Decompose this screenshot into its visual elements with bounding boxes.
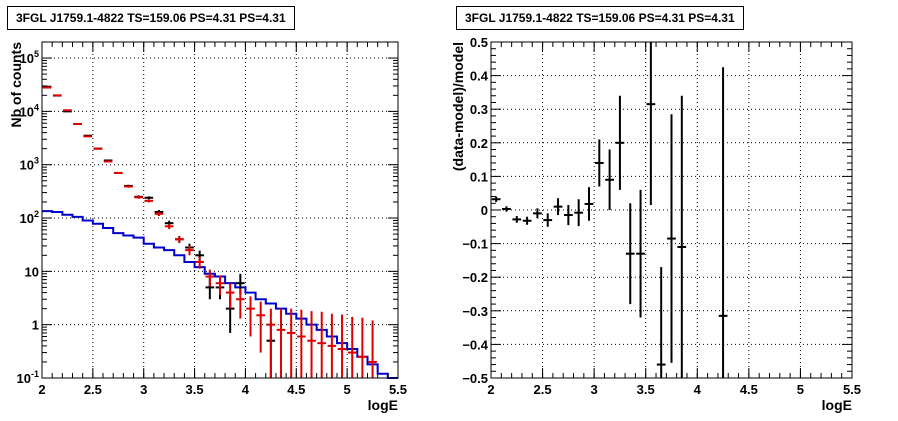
residual-plot-panel: 3FGL J1759.1-4822 TS=159.06 PS=4.31 PS=4… [449, 0, 898, 421]
x-tick-label: 4 [694, 382, 702, 397]
x-tick-label: 4.5 [287, 382, 305, 397]
data-series-2 [42, 86, 377, 378]
y-tick-label: 1 [32, 318, 39, 333]
y-tick-label: 105 [20, 49, 39, 66]
residual-plot: 2 2.5 3 3.5 4 4.5 5 5.5 −0.5 −0.4 −0.3 −0.2 −0.1 0 0.1… [450, 35, 861, 413]
x-tick-label: 3.5 [186, 382, 204, 397]
x-tick-label: 2.5 [534, 382, 552, 397]
y-axis-label: Nb of counts [8, 42, 24, 128]
x-tick-label: 5.5 [843, 382, 861, 397]
y-tick-label: 0.1 [470, 169, 488, 184]
plot-area [42, 42, 398, 378]
plot-frame [41, 41, 399, 379]
x-axis-label: logE [368, 397, 398, 413]
x-tick-label: 2 [487, 382, 494, 397]
counts-plot-title: 3FGL J1759.1-4822 TS=159.06 PS=4.31 PS=4… [7, 6, 295, 30]
y-tick-label: −0.3 [462, 304, 488, 319]
x-tick-label: 2 [38, 382, 45, 397]
counts-plot: 2 2.5 3 3.5 4 4.5 5 5.5 10-1 1 10 102 103 104 105 logE N… [8, 41, 407, 413]
y-tick-label: 10 [25, 264, 39, 279]
y-tick-label: 104 [20, 102, 39, 119]
y-tick-label: −0.5 [462, 371, 488, 386]
residual-plot-title: 3FGL J1759.1-4822 TS=159.06 PS=4.31 PS=4… [456, 6, 744, 30]
y-tick-label: 0.5 [470, 35, 488, 50]
x-tick-label: 5 [344, 382, 351, 397]
y-tick-label: 10-1 [17, 369, 39, 386]
residual-series [491, 42, 728, 378]
y-tick-label: −0.2 [462, 270, 488, 285]
y-tick-label: −0.1 [462, 237, 488, 252]
x-tick-label: 2.5 [84, 382, 102, 397]
x-tick-label: 4 [242, 382, 250, 397]
x-tick-label: 5 [797, 382, 804, 397]
y-tick-label: 0.2 [470, 136, 488, 151]
x-tick-label: 4.5 [740, 382, 758, 397]
counts-plot-panel: 3FGL J1759.1-4822 TS=159.06 PS=4.31 PS=4… [7, 6, 407, 413]
y-tick-label: 0.4 [470, 69, 489, 84]
y-tick-label: −0.4 [462, 337, 488, 352]
x-tick-label: 3.5 [637, 382, 655, 397]
x-axis-label: logE [822, 397, 852, 413]
y-axis-label: (data-model)/model [450, 42, 466, 171]
y-tick-label: 102 [20, 209, 39, 226]
x-tick-label: 3 [140, 382, 147, 397]
y-tick-label: 103 [20, 156, 39, 173]
y-tick-label: 0.3 [470, 102, 488, 117]
x-tick-label: 5.5 [389, 382, 407, 397]
y-tick-label: 0 [481, 203, 488, 218]
x-tick-label: 3 [591, 382, 598, 397]
